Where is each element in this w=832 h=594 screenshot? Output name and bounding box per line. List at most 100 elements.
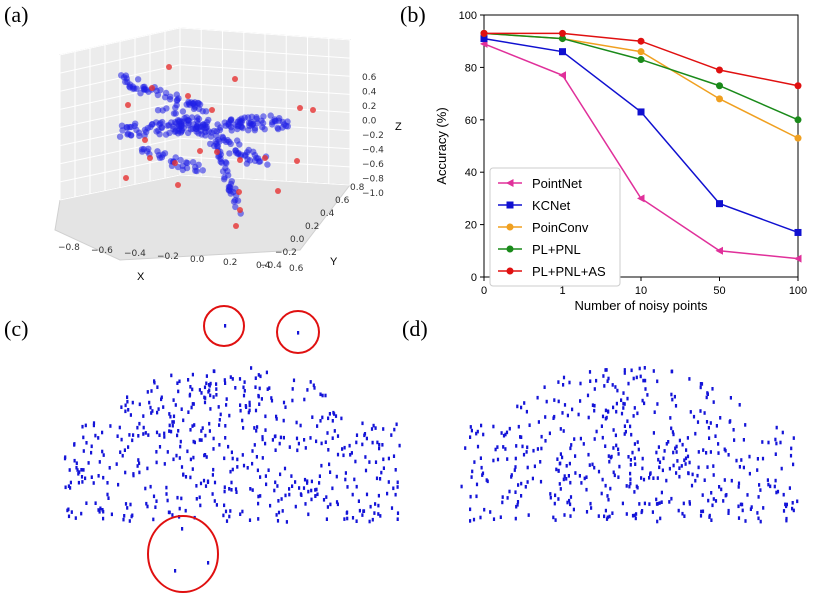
cloud-point bbox=[567, 474, 570, 478]
cloud-point bbox=[686, 436, 689, 440]
cloud-point bbox=[344, 471, 347, 475]
cloud-point bbox=[198, 495, 201, 500]
cloud-point bbox=[766, 478, 769, 482]
cloud-point bbox=[107, 496, 110, 500]
cloud-point bbox=[229, 469, 232, 474]
cloud-point bbox=[655, 450, 658, 455]
cloud-point bbox=[146, 504, 149, 509]
cloud-point bbox=[303, 438, 306, 442]
data-point bbox=[716, 200, 723, 208]
cloud-point bbox=[264, 414, 267, 419]
noise-point bbox=[310, 107, 316, 113]
cloud-point bbox=[380, 470, 383, 475]
cloud-point bbox=[526, 480, 529, 484]
outlier-point bbox=[297, 331, 300, 335]
plane-point bbox=[190, 121, 197, 128]
cloud-point bbox=[310, 497, 313, 502]
cloud-point bbox=[626, 419, 629, 423]
cloud-point bbox=[597, 469, 601, 474]
cloud-point bbox=[544, 415, 547, 419]
data-point bbox=[794, 228, 802, 236]
cloud-point bbox=[610, 454, 613, 459]
cloud-point bbox=[242, 393, 246, 398]
cloud-point bbox=[157, 407, 160, 411]
cloud-point bbox=[379, 514, 382, 518]
cloud-point bbox=[206, 479, 210, 484]
cloud-point bbox=[727, 511, 730, 515]
cloud-point bbox=[274, 434, 277, 438]
cloud-point bbox=[633, 513, 636, 518]
cloud-point bbox=[142, 425, 145, 430]
cloud-point bbox=[634, 462, 637, 466]
cloud-point bbox=[580, 481, 583, 485]
cloud-point bbox=[108, 466, 111, 470]
cloud-point bbox=[368, 460, 371, 464]
cloud-point bbox=[189, 457, 192, 462]
cloud-point bbox=[585, 487, 588, 492]
plane-point bbox=[195, 100, 202, 107]
cloud-point bbox=[283, 466, 287, 471]
cloud-point bbox=[257, 494, 260, 499]
cloud-point bbox=[180, 496, 183, 501]
plane-point bbox=[127, 131, 135, 139]
cloud-point bbox=[665, 478, 668, 483]
cloud-point bbox=[162, 405, 165, 409]
cloud-point bbox=[77, 480, 80, 485]
cloud-point bbox=[304, 502, 307, 506]
cloud-point bbox=[515, 504, 518, 509]
cloud-point bbox=[121, 453, 124, 458]
y-axis-label: Y bbox=[330, 256, 338, 268]
noise-point bbox=[147, 155, 153, 161]
y-tick-label: 0 bbox=[471, 272, 477, 284]
noise-point bbox=[123, 175, 129, 181]
cloud-point bbox=[176, 433, 179, 438]
cloud-point bbox=[707, 426, 710, 430]
cloud-point bbox=[651, 510, 654, 514]
noise-point bbox=[275, 188, 281, 194]
cloud-point bbox=[559, 487, 562, 491]
noise-point bbox=[237, 207, 243, 213]
cloud-point bbox=[643, 366, 646, 370]
cloud-point bbox=[629, 463, 632, 467]
cloud-point bbox=[149, 405, 152, 410]
panel-d-clean-cloud bbox=[460, 366, 799, 524]
cloud-point bbox=[641, 466, 644, 471]
cloud-point bbox=[554, 493, 557, 498]
cloud-point bbox=[239, 403, 242, 407]
cloud-point bbox=[201, 426, 204, 430]
cloud-point bbox=[102, 475, 105, 480]
cloud-point bbox=[251, 488, 254, 492]
cloud-point bbox=[172, 398, 175, 402]
cloud-point bbox=[374, 426, 377, 430]
cloud-point bbox=[241, 418, 244, 423]
cloud-point bbox=[189, 385, 192, 389]
cloud-point bbox=[203, 385, 207, 390]
x-axis-title: Number of noisy points bbox=[575, 298, 708, 313]
cloud-point bbox=[186, 449, 189, 454]
cloud-point bbox=[184, 508, 187, 513]
cloud-point bbox=[131, 400, 134, 405]
cloud-point bbox=[192, 402, 195, 406]
cloud-point bbox=[612, 428, 615, 432]
cloud-point bbox=[775, 490, 778, 495]
y-axis-title: Accuracy (%) bbox=[434, 107, 449, 184]
cloud-point bbox=[525, 450, 528, 454]
noise-point bbox=[142, 137, 148, 143]
data-point bbox=[716, 95, 723, 103]
cloud-point bbox=[703, 411, 706, 415]
cloud-point bbox=[218, 418, 221, 422]
cloud-point bbox=[254, 385, 257, 389]
cloud-point bbox=[109, 424, 112, 428]
cloud-point bbox=[132, 433, 135, 437]
cloud-point bbox=[475, 431, 478, 436]
cloud-point bbox=[653, 410, 656, 414]
panel-label-a: (a) bbox=[4, 2, 29, 27]
cloud-point bbox=[168, 429, 171, 433]
plane-point bbox=[279, 124, 286, 131]
cloud-point bbox=[600, 491, 603, 496]
cloud-point bbox=[158, 445, 162, 449]
plane-point bbox=[122, 78, 129, 86]
cloud-point bbox=[568, 461, 571, 466]
x-tick: −0.6 bbox=[91, 246, 113, 256]
plane-point bbox=[145, 145, 152, 152]
